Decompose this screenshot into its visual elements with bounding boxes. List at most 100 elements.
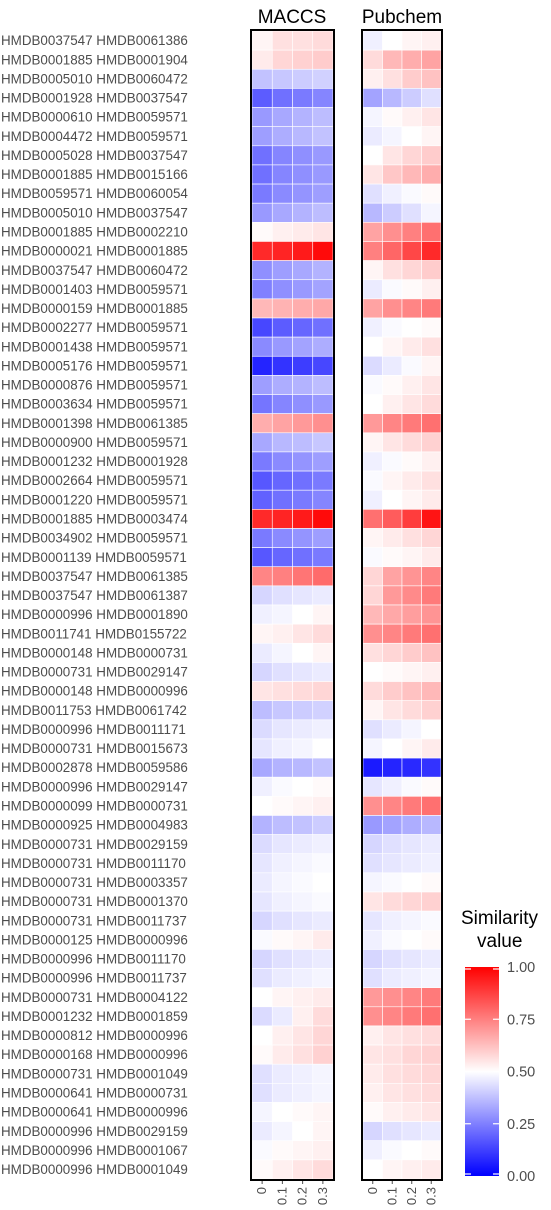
panel-title-maccs: MACCS bbox=[258, 7, 327, 28]
maccs-x-ticks: 0 0.1 0.2 0.3 bbox=[254, 1181, 330, 1205]
color-legend: Similarity value 1.00 0.75 0.50 0.25 0.00 bbox=[461, 908, 539, 1185]
heatmap-cell bbox=[251, 662, 273, 682]
heatmap-cell bbox=[382, 470, 403, 491]
heatmap-cell bbox=[292, 432, 314, 453]
heatmap-cell bbox=[271, 509, 293, 529]
heatmap-cell bbox=[382, 279, 403, 300]
heatmap-cell bbox=[271, 222, 293, 242]
heatmap-cell bbox=[271, 1159, 293, 1180]
heatmap-cell bbox=[362, 681, 383, 701]
heatmap-cell bbox=[382, 260, 403, 281]
heatmap-cell bbox=[312, 853, 334, 874]
heatmap-cell bbox=[382, 796, 403, 816]
heatmap-cell bbox=[421, 489, 442, 510]
heatmap-cell bbox=[312, 394, 334, 414]
heatmap-cell bbox=[401, 88, 422, 108]
heatmap-cell bbox=[292, 68, 314, 89]
x-tick-label: 0.3 bbox=[423, 1187, 438, 1205]
heatmap-cell bbox=[251, 604, 273, 625]
heatmap-cell bbox=[362, 394, 383, 414]
heatmap-cell bbox=[401, 872, 422, 893]
heatmap-cell bbox=[271, 604, 293, 625]
heatmap-cell bbox=[421, 623, 442, 644]
heatmap-cell bbox=[362, 509, 383, 529]
heatmap-cell bbox=[362, 1121, 383, 1142]
heatmap-cell bbox=[421, 776, 442, 797]
heatmap-cell bbox=[382, 719, 403, 740]
heatmap-cell bbox=[382, 1025, 403, 1046]
heatmap-cell bbox=[251, 796, 273, 816]
heatmap-cell bbox=[401, 68, 422, 89]
heatmap-cell bbox=[362, 872, 383, 893]
heatmap-cell bbox=[312, 241, 334, 261]
heatmap-cell bbox=[271, 107, 293, 127]
heatmap-cell bbox=[362, 317, 383, 338]
heatmap-cell bbox=[362, 451, 383, 472]
heatmap-cell bbox=[251, 260, 273, 281]
row-label: HMDB0000812 HMDB0000996 bbox=[1, 1028, 188, 1043]
x-tick-label: 0.1 bbox=[384, 1187, 399, 1205]
heatmap-cell bbox=[271, 891, 293, 912]
panel-maccs: MACCS 0 0.1 0.2 0.3 bbox=[250, 7, 335, 1205]
heatmap-cell bbox=[312, 968, 334, 988]
heatmap-cell bbox=[382, 968, 403, 988]
heatmap-cell bbox=[271, 700, 293, 721]
heatmap-cell bbox=[401, 1044, 422, 1065]
heatmap-cell bbox=[382, 949, 403, 969]
heatmap-cell bbox=[421, 757, 442, 778]
heatmap-cell bbox=[251, 68, 273, 89]
heatmap-cell bbox=[312, 145, 334, 166]
heatmap-cell bbox=[421, 49, 442, 70]
heatmap-cell bbox=[251, 1044, 273, 1065]
row-label: HMDB0000996 HMDB0001049 bbox=[1, 1162, 188, 1177]
heatmap-cell bbox=[292, 375, 314, 395]
heatmap-cell bbox=[421, 700, 442, 721]
heatmap-cell bbox=[421, 164, 442, 185]
heatmap-cell bbox=[382, 1102, 403, 1122]
heatmap-cell bbox=[421, 566, 442, 587]
row-label: HMDB0037547 HMDB0061385 bbox=[1, 569, 188, 584]
heatmap-cell bbox=[292, 470, 314, 491]
heatmap-cell bbox=[382, 68, 403, 89]
heatmap-cell bbox=[251, 298, 273, 319]
heatmap-cell bbox=[401, 1102, 422, 1122]
legend-tick-label: 0.75 bbox=[507, 1012, 535, 1028]
heatmap-cell bbox=[382, 413, 403, 434]
heatmap-cell bbox=[401, 815, 422, 835]
heatmap-cell bbox=[382, 815, 403, 835]
legend-tick-label: 1.00 bbox=[507, 960, 535, 976]
heatmap-cell bbox=[271, 88, 293, 108]
legend-title-line-1: Similarity bbox=[461, 908, 539, 929]
heatmap-cell bbox=[421, 88, 442, 108]
heatmap-cell bbox=[292, 126, 314, 147]
heatmap-cell bbox=[292, 1063, 314, 1084]
heatmap-cell bbox=[292, 949, 314, 969]
row-label: HMDB0000168 HMDB0000996 bbox=[1, 1047, 188, 1062]
heatmap-cell bbox=[312, 585, 334, 606]
heatmap-cell bbox=[271, 585, 293, 606]
heatmap-cell bbox=[251, 413, 273, 434]
heatmap-cell bbox=[271, 776, 293, 797]
heatmap-cell bbox=[401, 413, 422, 434]
heatmap-cell bbox=[382, 298, 403, 319]
heatmap-cell bbox=[271, 757, 293, 778]
heatmap-cell bbox=[251, 355, 273, 376]
heatmap-cell bbox=[312, 719, 334, 740]
heatmap-cell bbox=[421, 891, 442, 912]
heatmap-cell bbox=[421, 298, 442, 319]
heatmap-cell bbox=[251, 623, 273, 644]
heatmap-cell bbox=[421, 1140, 442, 1161]
heatmap-cell bbox=[421, 738, 442, 759]
heatmap-cell bbox=[401, 145, 422, 166]
row-label: HMDB0000731 HMDB0029147 bbox=[1, 665, 188, 680]
heatmap-cell bbox=[421, 451, 442, 472]
heatmap-cell bbox=[271, 1121, 293, 1142]
maccs-cells bbox=[251, 30, 334, 1180]
heatmap-cell bbox=[401, 757, 422, 778]
heatmap-cell bbox=[401, 164, 422, 185]
heatmap-cell bbox=[251, 910, 273, 931]
heatmap-cell bbox=[292, 30, 314, 51]
heatmap-cell bbox=[421, 1044, 442, 1065]
heatmap-cell bbox=[271, 796, 293, 816]
heatmap-cell bbox=[251, 929, 273, 950]
